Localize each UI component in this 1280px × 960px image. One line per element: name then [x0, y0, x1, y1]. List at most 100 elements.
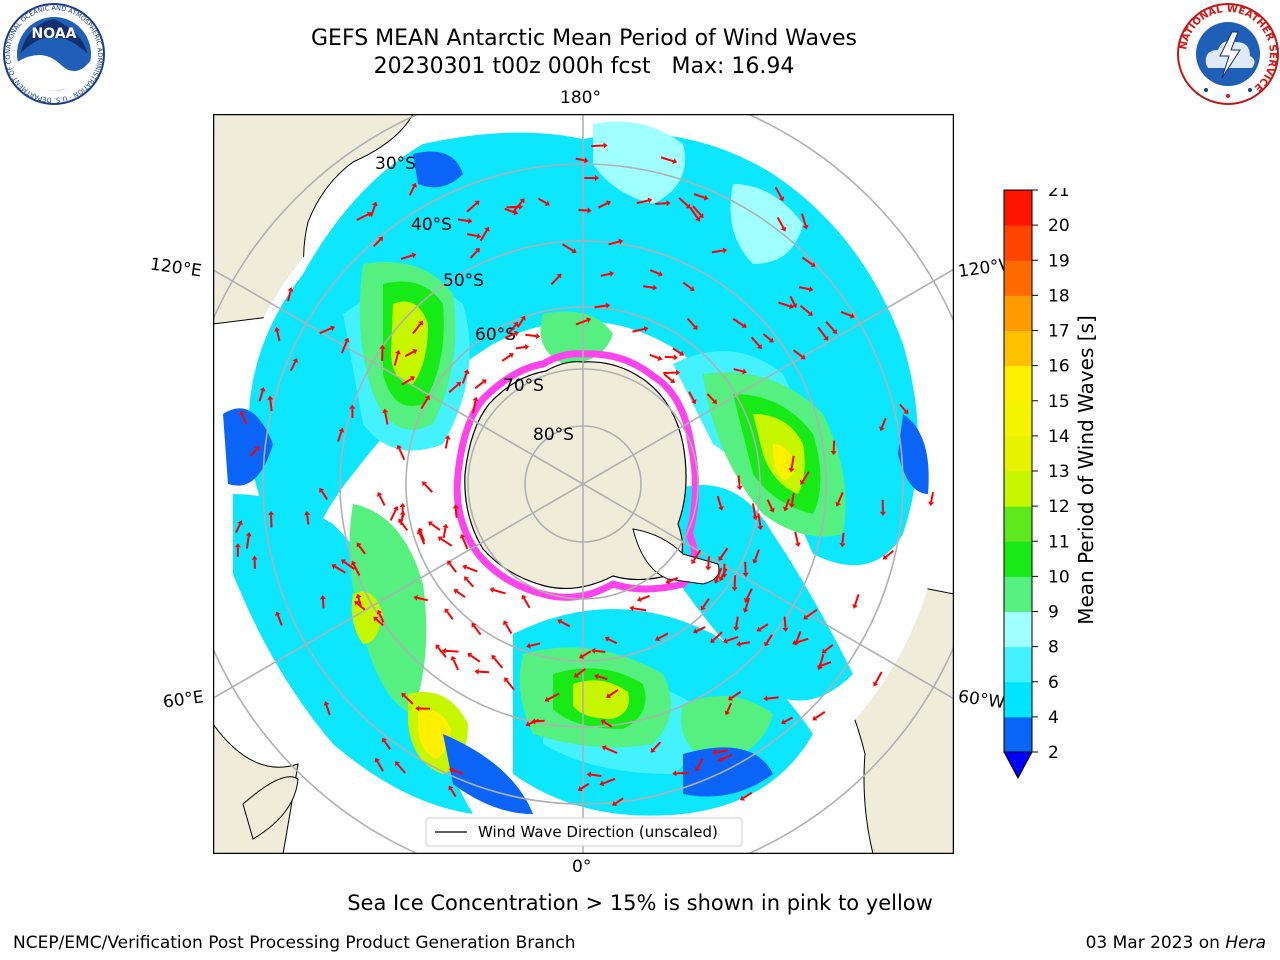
- wave-direction-arrowhead: [736, 640, 741, 647]
- wave-direction-arrow: [757, 513, 762, 527]
- wave-direction-arrowhead: [356, 542, 362, 548]
- wave-direction-arrow: [550, 275, 560, 286]
- wave-direction-arrow: [437, 646, 447, 658]
- arrow-legend: Wind Wave Direction (unscaled): [425, 817, 743, 847]
- wave-direction-arrow: [582, 650, 592, 658]
- wave-direction-arrow: [461, 537, 469, 550]
- wave-direction-arrowhead: [435, 644, 441, 650]
- colorbar-tick-label: 18: [1048, 286, 1070, 306]
- wave-direction-arrowhead: [376, 491, 383, 497]
- wave-direction-arrow: [529, 642, 541, 647]
- wave-direction-arrowhead: [740, 795, 746, 801]
- wave-direction-arrow: [692, 549, 702, 562]
- wave-direction-arrow: [791, 493, 795, 505]
- lat-label-30s: 30°S: [375, 154, 416, 174]
- wave-direction-arrow: [716, 495, 722, 508]
- wave-direction-arrowhead: [724, 710, 731, 716]
- wave-direction-arrowhead: [379, 344, 386, 349]
- wave-direction-arrowhead: [736, 485, 743, 491]
- wave-direction-arrowhead: [718, 555, 724, 561]
- colorbar-tick-label: 14: [1048, 427, 1070, 447]
- wave-direction-arrowhead: [418, 320, 424, 326]
- lat-label-70s: 70°S: [503, 376, 544, 396]
- wave-direction-arrowhead: [808, 286, 814, 293]
- wave-direction-arrow: [649, 269, 660, 275]
- colorbar-tick-label: 21: [1048, 188, 1070, 201]
- wave-direction-arrow: [820, 661, 832, 667]
- wave-direction-arrow: [633, 607, 647, 612]
- wave-direction-arrow: [600, 272, 611, 277]
- wave-direction-arrow: [560, 620, 571, 628]
- map-subtitle: 20230301 t00z 000h fcst Max: 16.94: [373, 54, 795, 79]
- lon-label-180: 180°: [560, 88, 601, 108]
- wave-direction-arrowhead: [274, 327, 281, 332]
- wave-direction-arrow: [752, 503, 757, 517]
- wave-direction-arrowhead: [456, 381, 462, 387]
- wave-direction-arrowhead: [504, 677, 509, 683]
- wave-direction-arrowhead: [823, 335, 829, 341]
- wave-direction-arrowhead: [239, 410, 245, 416]
- wave-direction-arrowhead: [666, 200, 671, 207]
- wave-direction-arrow: [370, 205, 376, 217]
- wave-direction-arrowhead: [535, 333, 541, 340]
- wave-direction-arrow: [537, 197, 547, 204]
- wave-direction-arrow: [682, 281, 692, 290]
- wave-direction-arrow: [378, 613, 385, 623]
- lon-label-60e: 60°E: [161, 687, 206, 713]
- wave-direction-arrowhead: [781, 719, 787, 725]
- wave-direction-arrow: [507, 324, 517, 335]
- wave-direction-arrow: [693, 193, 705, 199]
- colorbar-bin: [1004, 506, 1032, 542]
- wave-direction-arrow: [726, 635, 739, 642]
- wave-direction-arrowhead: [557, 618, 563, 625]
- wave-direction-arrow: [854, 593, 860, 606]
- wave-direction-arrowhead: [718, 576, 725, 582]
- wave-direction-arrow: [412, 323, 422, 335]
- wave-direction-arrowhead: [586, 317, 592, 323]
- wave-direction-arrowhead: [594, 175, 599, 182]
- wave-direction-arrowhead: [489, 587, 495, 593]
- wave-direction-arrow: [474, 381, 485, 390]
- colorbar-bin: [1004, 541, 1032, 577]
- wave-direction-arrowhead: [556, 273, 562, 279]
- wave-direction-arrowhead: [444, 435, 451, 440]
- wave-direction-arrowhead: [366, 211, 372, 218]
- wave-direction-arrowhead: [448, 785, 454, 791]
- wave-direction-arrow: [401, 377, 413, 386]
- wave-direction-arrowhead: [733, 626, 740, 632]
- colorbar-tick-label: 8: [1048, 638, 1059, 658]
- map-panel: 30°S 40°S 50°S 60°S 70°S 80°S Wind Wave …: [213, 114, 954, 854]
- colorbar-bins: [1003, 189, 1033, 780]
- colorbar-tick-label: 15: [1048, 392, 1070, 412]
- wave-direction-arrowhead: [378, 236, 384, 242]
- wave-direction-arrow: [473, 625, 482, 636]
- wave-direction-arrowhead: [700, 605, 706, 611]
- lon-label-0: 0°: [572, 857, 592, 877]
- wave-direction-arrow: [732, 318, 744, 327]
- wave-direction-arrow: [457, 218, 469, 222]
- wave-direction-arrow: [445, 649, 459, 653]
- wave-direction-arrowhead: [594, 673, 599, 680]
- wave-direction-arrowhead: [710, 638, 716, 644]
- wave-direction-arrow: [289, 361, 297, 372]
- wave-direction-arrow: [501, 354, 511, 362]
- map-title: GEFS MEAN Antarctic Mean Period of Wind …: [311, 26, 857, 51]
- wave-direction-arrow: [356, 213, 369, 221]
- wave-direction-arrow: [400, 254, 413, 260]
- colorbar-bin: [1004, 471, 1032, 507]
- wave-direction-arrowhead: [629, 605, 634, 612]
- wave-direction-arrow: [759, 623, 769, 630]
- wave-direction-arrowhead: [830, 450, 837, 456]
- wave-direction-arrow: [874, 671, 883, 684]
- wave-direction-arrowhead: [612, 800, 618, 806]
- wave-direction-arrowhead: [618, 238, 624, 245]
- wave-direction-arrow: [448, 383, 459, 394]
- wave-direction-arrowhead: [464, 576, 469, 582]
- wave-direction-arrow: [513, 200, 523, 212]
- wave-direction-arrow: [418, 532, 426, 545]
- wave-direction-arrow: [334, 565, 346, 574]
- wave-direction-arrowhead: [800, 354, 806, 360]
- wave-direction-arrowhead: [372, 201, 378, 207]
- wave-direction-arrow: [762, 333, 772, 341]
- wave-direction-arrowhead: [669, 378, 675, 384]
